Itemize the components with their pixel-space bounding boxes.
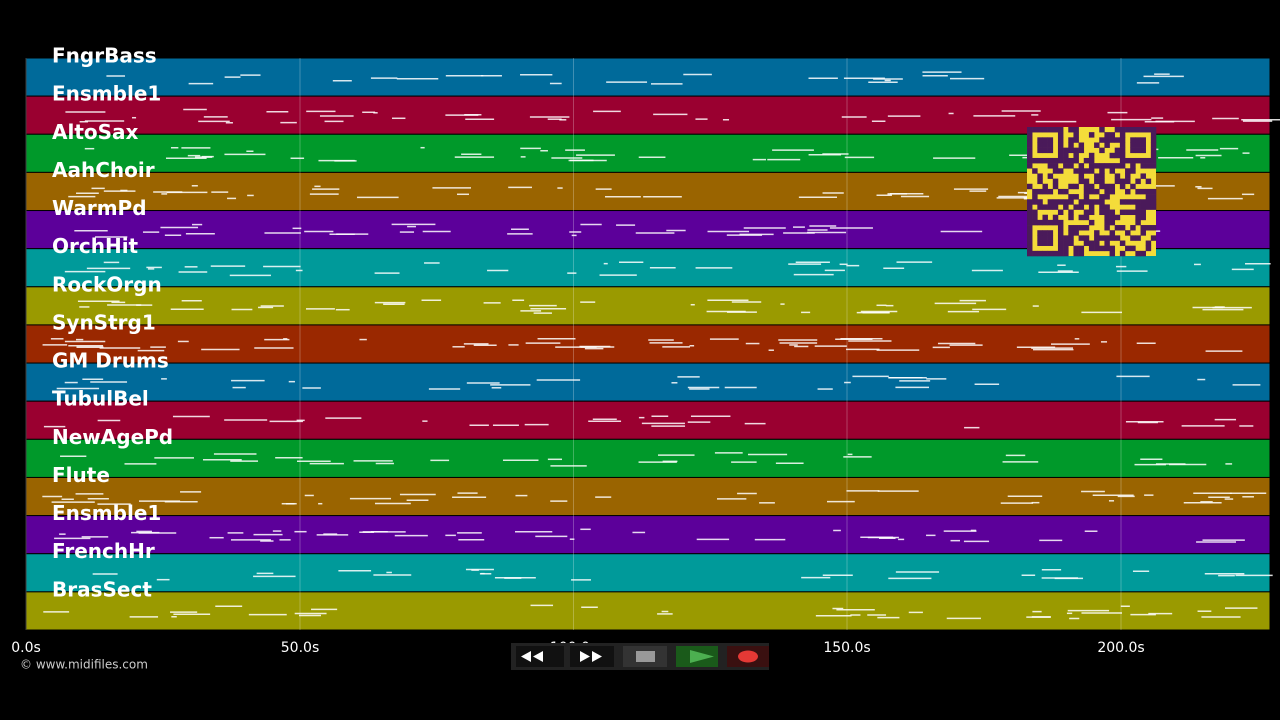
track-band: [25, 362, 1271, 402]
track-name: FngrBass: [52, 44, 157, 68]
track-name: OrchHit: [52, 234, 139, 258]
record-button[interactable]: [727, 646, 769, 667]
track-name: AahChoir: [52, 158, 155, 182]
play-button[interactable]: [676, 646, 718, 667]
credit: © www.midifiles.com: [20, 658, 148, 672]
track-band: [25, 553, 1271, 593]
qr-code: [1027, 127, 1157, 257]
time-tick-label: 0.0s: [11, 640, 41, 656]
track-band: [25, 438, 1271, 478]
track-name: Ensmble1: [52, 82, 161, 106]
track-name: FrenchHr: [52, 539, 155, 563]
track-name: Ensmble1: [52, 501, 161, 525]
track-labels: FngrBass Ensmble1 AltoSax AahChoir WarmPd Orc…: [52, 44, 173, 602]
transport-controls: [511, 643, 769, 670]
track-name: BrasSect: [52, 577, 152, 601]
track-name: AltoSax: [52, 120, 139, 144]
track-band: [25, 286, 1271, 326]
track-band: [25, 515, 1271, 555]
notes: [42, 71, 1280, 620]
track-band: [25, 57, 1271, 97]
time-tick-label: 50.0s: [281, 640, 319, 656]
stop-button[interactable]: [623, 646, 667, 667]
track-name: GM Drums: [52, 349, 169, 373]
rewind-button[interactable]: [516, 646, 564, 667]
track-name: Flute: [52, 463, 110, 487]
track-name: NewAgePd: [52, 425, 173, 449]
track-band: [25, 591, 1271, 631]
track-name: RockOrgn: [52, 272, 162, 296]
track-name: TubulBel: [52, 387, 149, 411]
time-tick-label: 200.0s: [1097, 640, 1144, 656]
track-band: [25, 476, 1271, 517]
track-band: [25, 400, 1271, 440]
track-name: SynStrg1: [52, 310, 156, 334]
track-name: WarmPd: [52, 196, 147, 220]
forward-button[interactable]: [570, 646, 614, 667]
time-tick-label: 150.0s: [823, 640, 870, 656]
